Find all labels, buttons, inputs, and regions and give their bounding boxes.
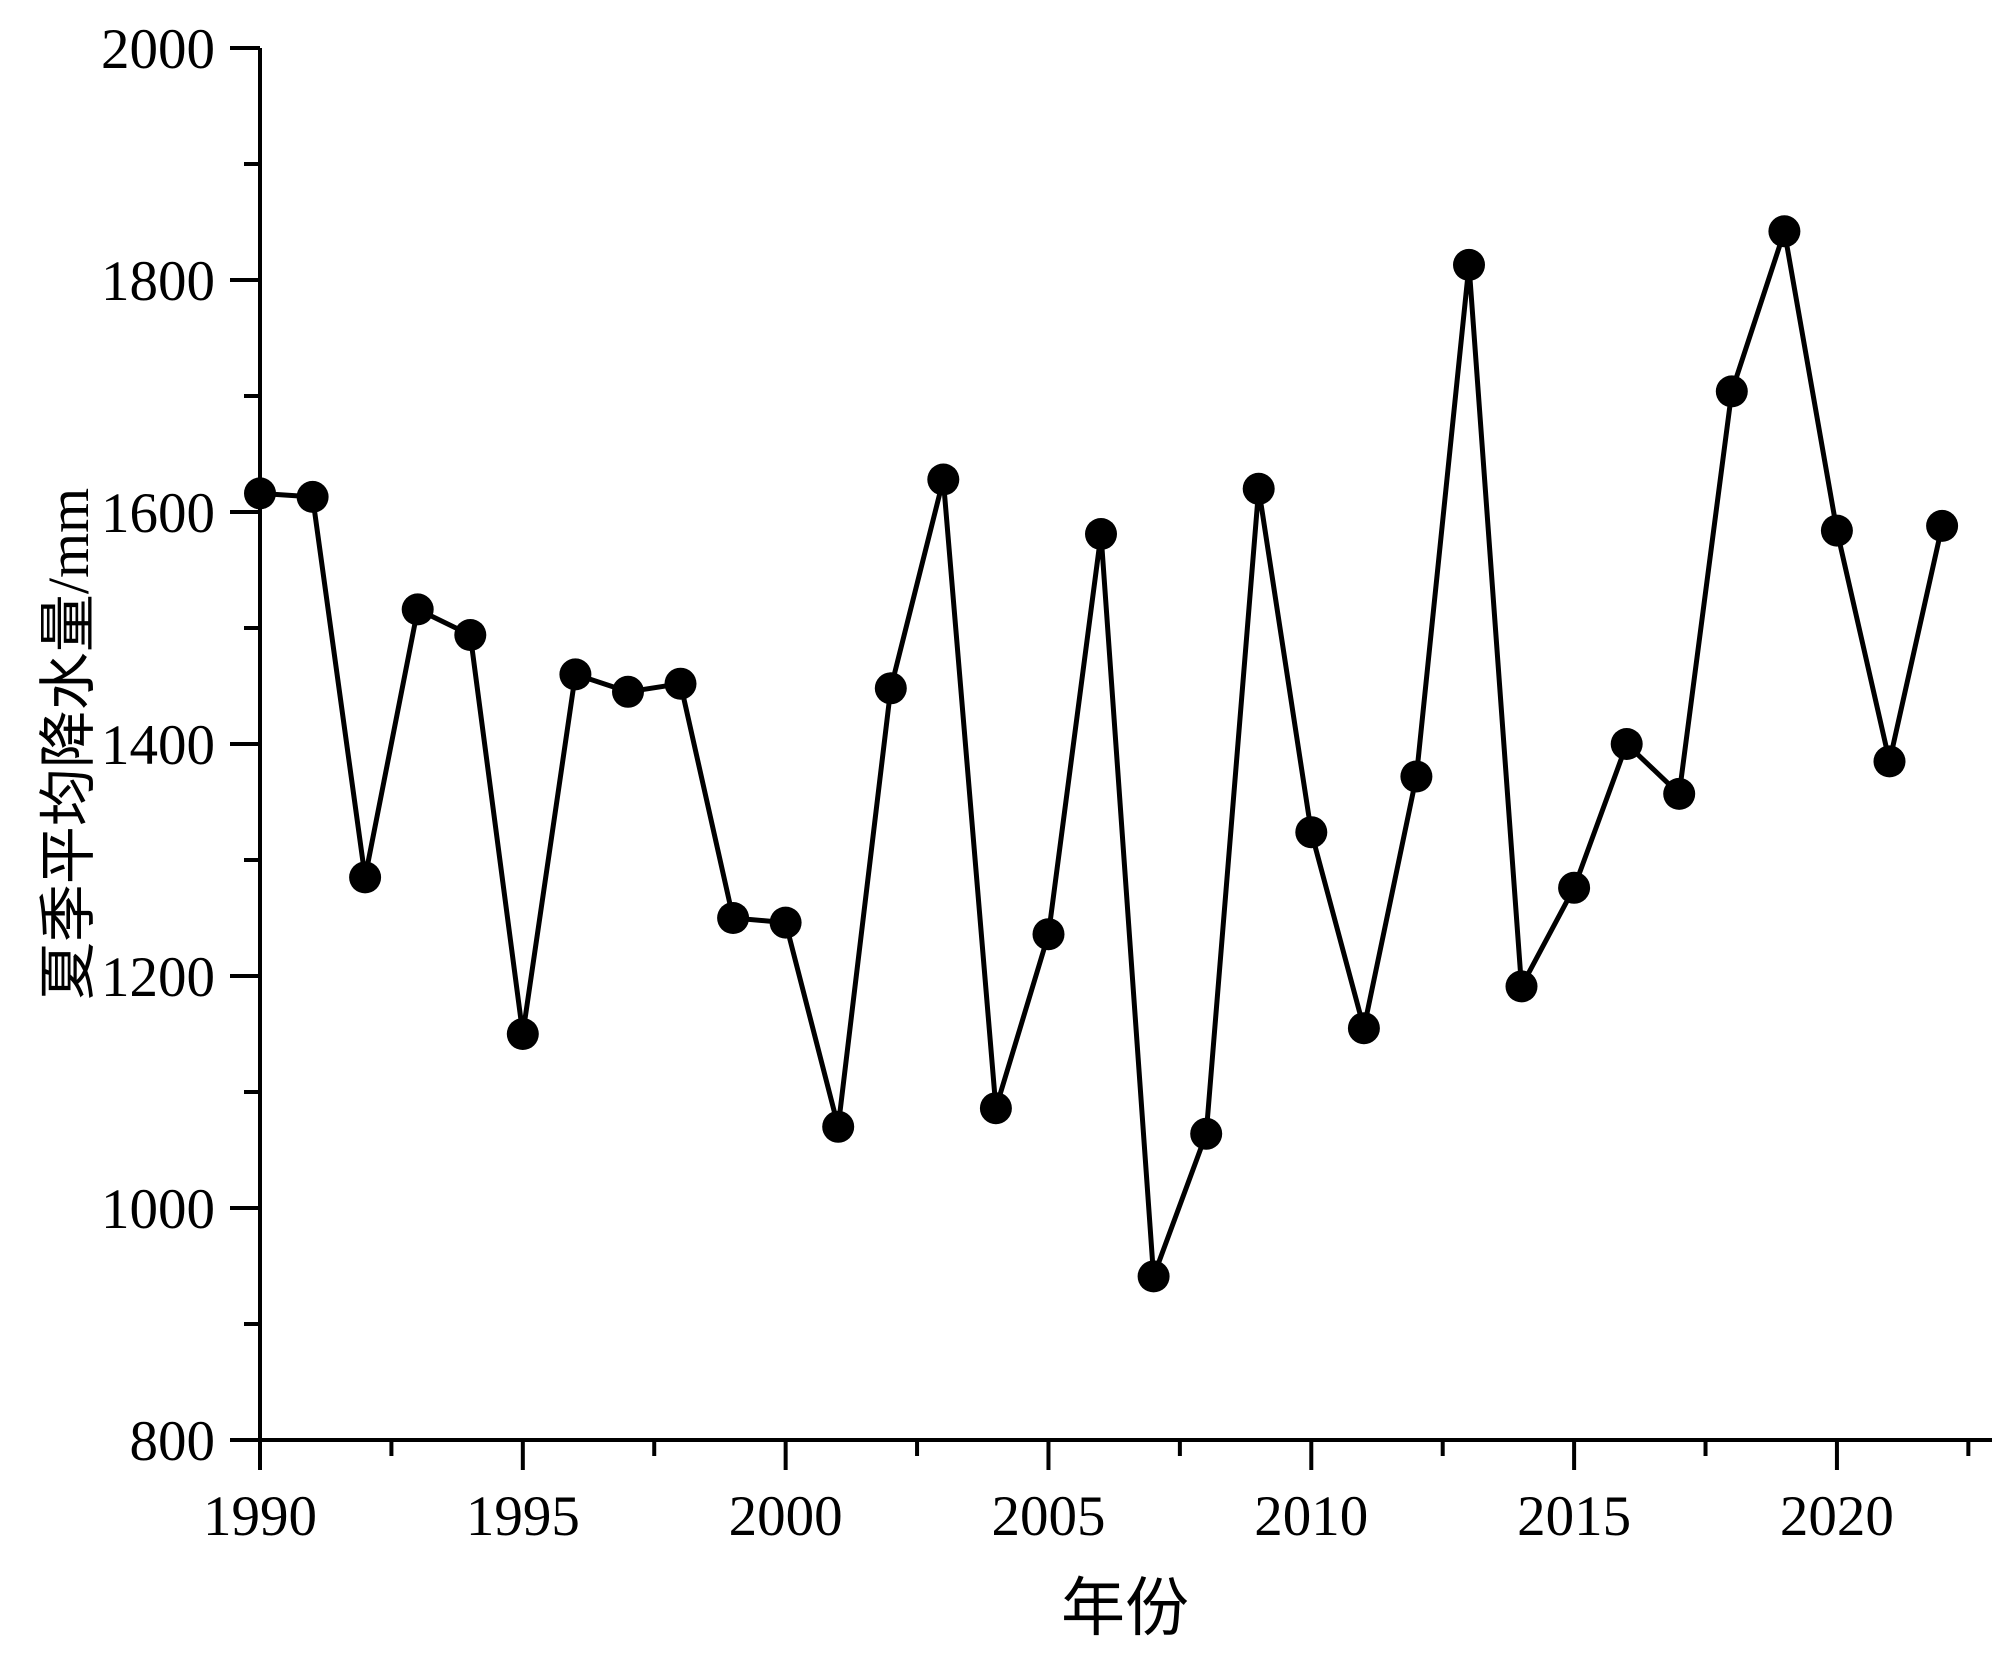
data-point — [1768, 215, 1801, 248]
data-point — [1610, 728, 1643, 760]
data-point — [927, 463, 960, 496]
y-axis-title: 夏季平均降水量/mm — [36, 488, 101, 1000]
x-tick-label: 2020 — [1780, 1485, 1894, 1548]
data-point — [1873, 745, 1906, 778]
data-point — [506, 1018, 539, 1050]
axes — [258, 48, 1992, 1442]
data-point — [1190, 1117, 1223, 1150]
data-point — [1558, 871, 1591, 904]
data-point — [1453, 248, 1485, 281]
y-tick-label: 1000 — [101, 1178, 215, 1241]
data-point — [1032, 918, 1065, 951]
x-tick-label: 1990 — [203, 1485, 317, 1548]
data-point — [1295, 816, 1328, 849]
x-tick-label: 2000 — [729, 1485, 843, 1548]
y-tick-label: 1800 — [101, 250, 215, 313]
data-line — [257, 228, 1945, 1279]
data-point — [822, 1110, 855, 1143]
data-point — [979, 1092, 1012, 1125]
y-tick-label: 1200 — [101, 946, 215, 1009]
data-point — [401, 593, 434, 626]
data-series — [244, 215, 1959, 1293]
tick-labels: 800 1000 1200 1400 1600 1800 2000 1990 1995 2000 2… — [101, 18, 1894, 1548]
data-point — [349, 861, 382, 894]
y-tick-label: 2000 — [101, 18, 215, 81]
y-tick-label: 1400 — [101, 714, 215, 777]
x-tick-label: 2005 — [991, 1485, 1105, 1548]
data-point — [769, 906, 802, 939]
data-point — [1242, 472, 1275, 505]
axis-ticks — [230, 46, 1971, 1470]
data-point — [454, 619, 487, 651]
data-point — [1663, 777, 1696, 810]
data-point — [664, 667, 697, 700]
data-point — [296, 480, 329, 513]
x-axis-title: 年份 — [1061, 1573, 1189, 1644]
x-tick-label: 2010 — [1254, 1485, 1368, 1548]
y-tick-label: 800 — [130, 1410, 216, 1473]
data-point — [1926, 509, 1959, 542]
data-point — [612, 675, 644, 708]
data-point — [1085, 518, 1117, 550]
x-tick-label: 1995 — [466, 1485, 580, 1548]
data-point — [244, 477, 276, 510]
data-point — [874, 672, 907, 705]
data-point — [1715, 375, 1748, 408]
data-point — [1400, 760, 1433, 793]
y-tick-label: 1600 — [101, 482, 215, 545]
data-point — [1820, 514, 1853, 547]
data-point — [559, 658, 592, 691]
data-point — [1505, 970, 1538, 1003]
data-point — [717, 902, 750, 934]
x-tick-label: 2015 — [1517, 1485, 1631, 1548]
data-point — [1347, 1012, 1380, 1045]
data-point — [1137, 1260, 1170, 1293]
